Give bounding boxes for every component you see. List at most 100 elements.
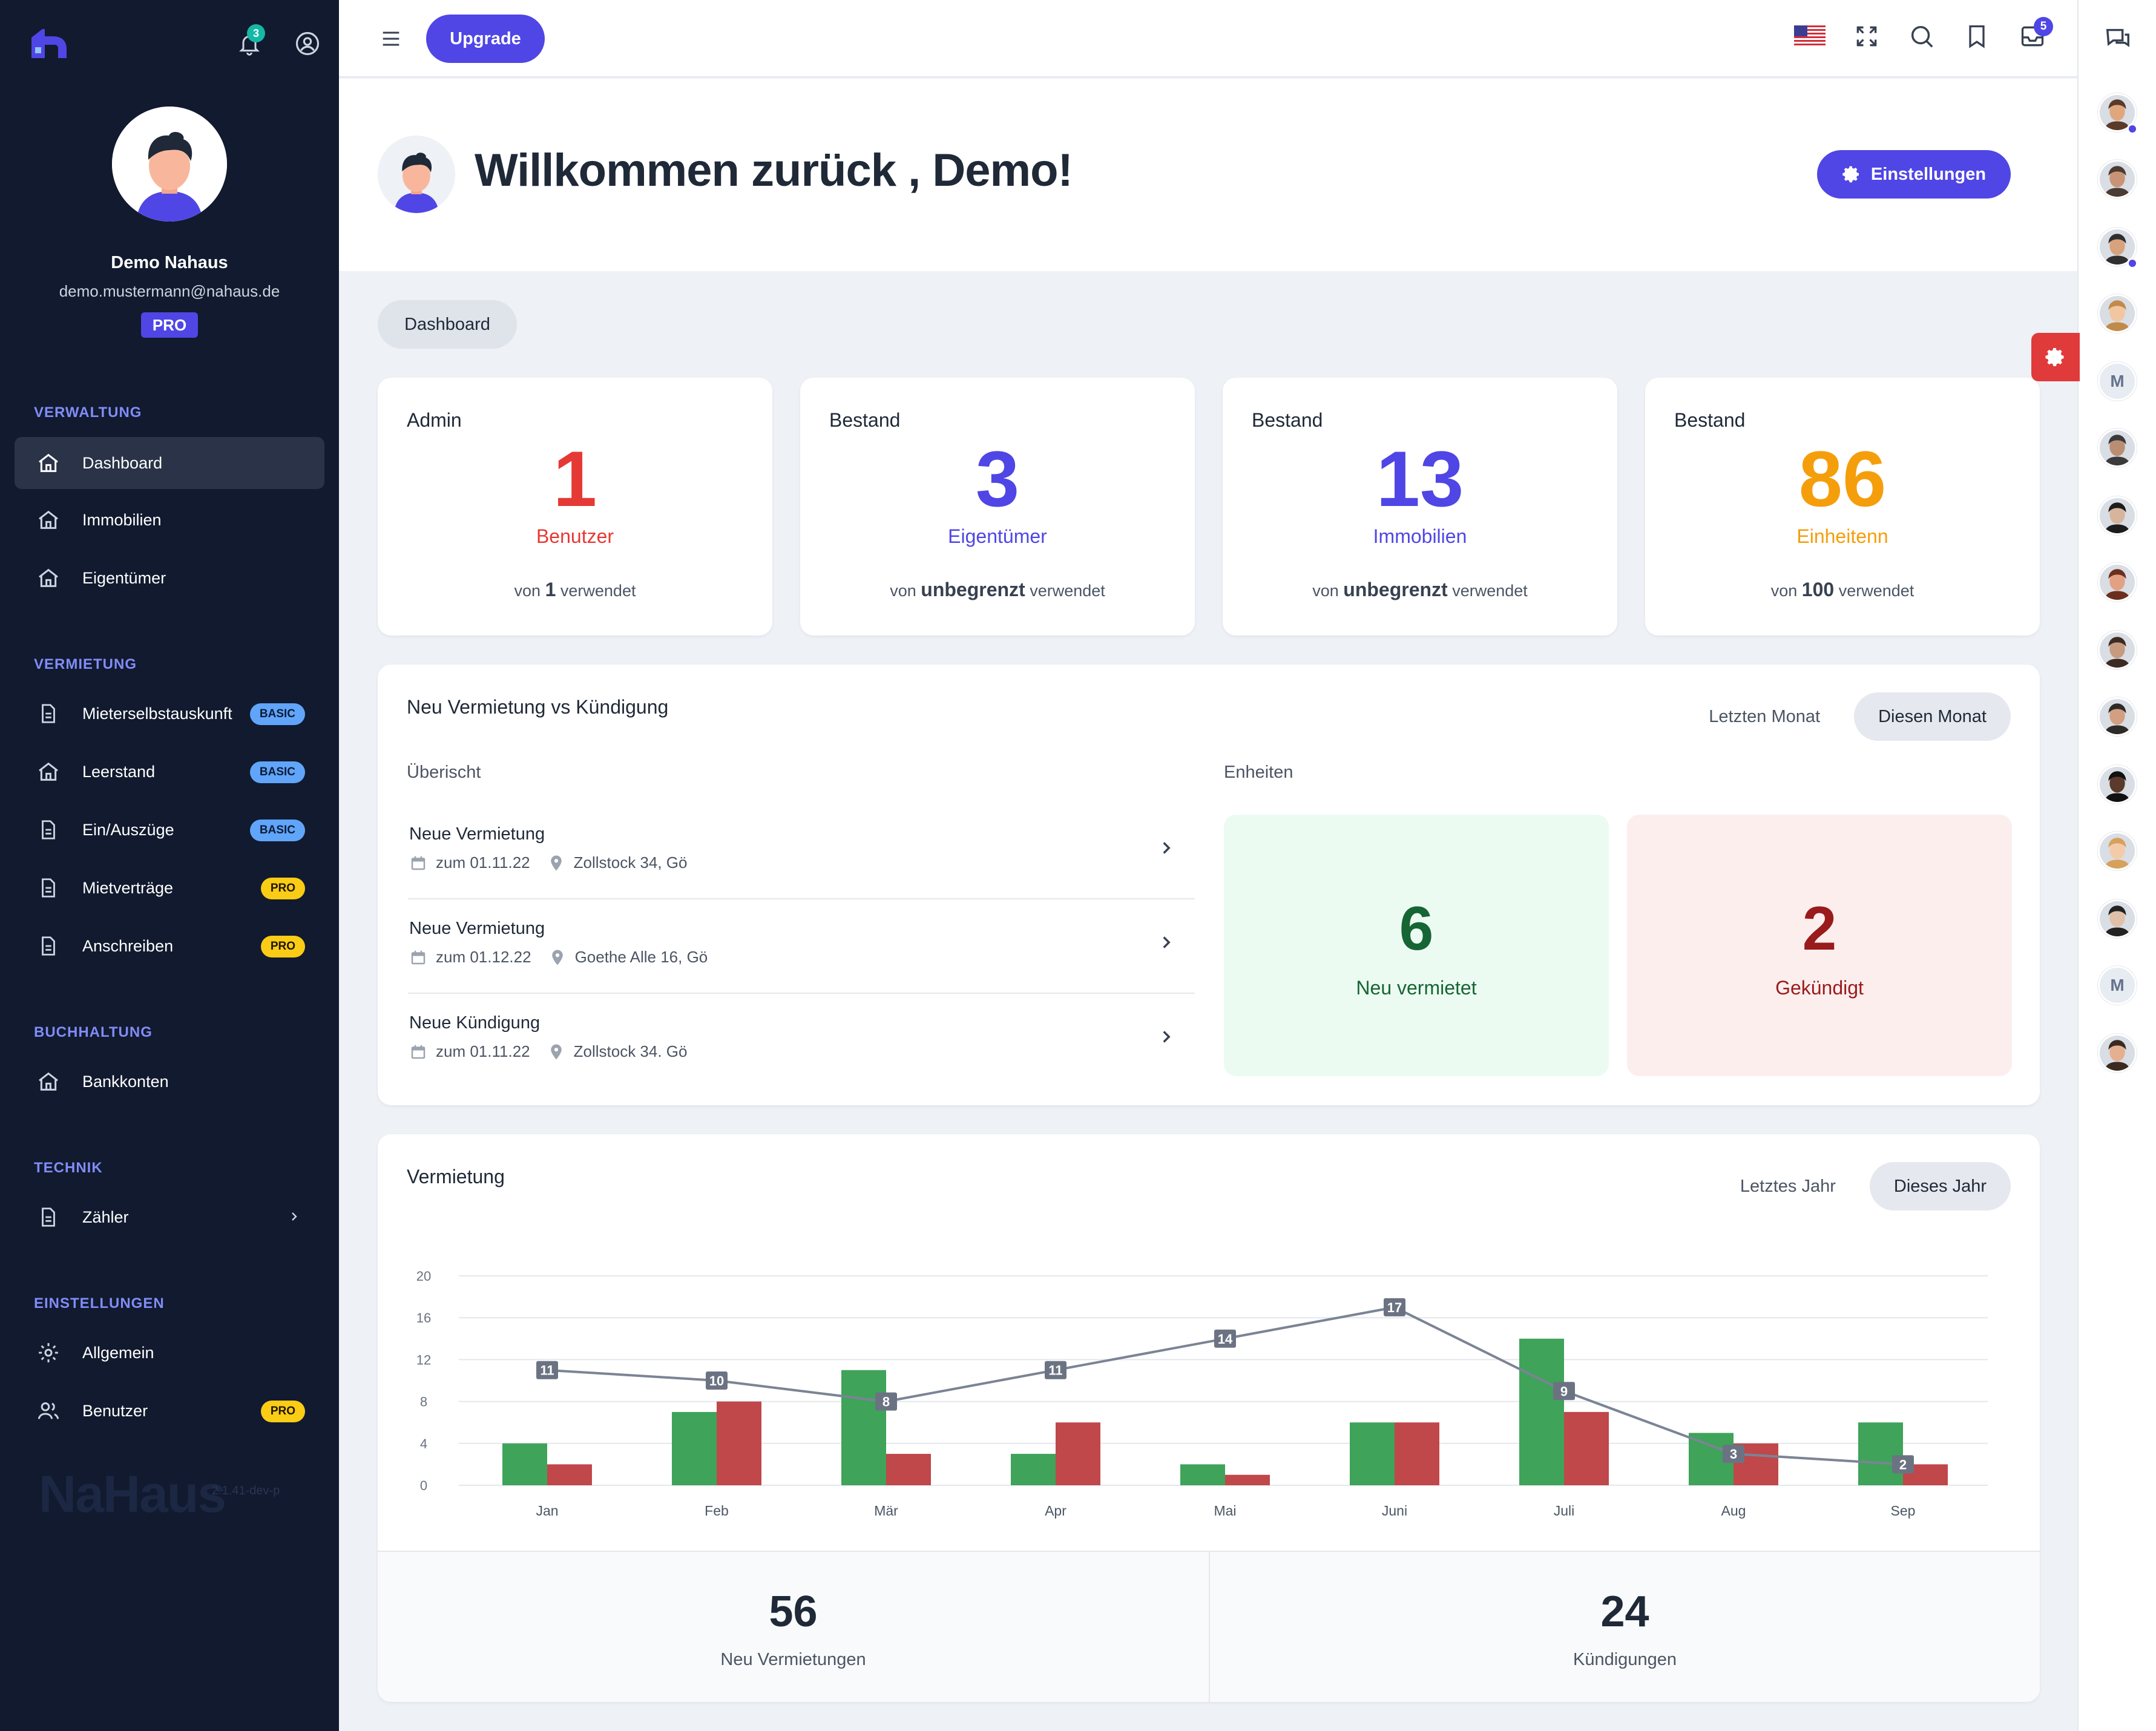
usage-limit: 1 [545,579,556,600]
avatar-illustration [112,107,227,222]
us-flag-icon[interactable] [1794,25,1826,47]
row-address: Goethe Alle 16, Gö [574,948,708,966]
contact-avatar[interactable]: M [2098,362,2137,401]
inbox-button[interactable]: 5 [2018,17,2053,51]
sidebar-item-eigentuemer[interactable]: Eigentümer [15,552,324,604]
upgrade-button[interactable]: Upgrade [426,15,545,63]
bar-new-rentals [1180,1464,1225,1485]
online-indicator [2127,258,2138,269]
contact-avatar[interactable] [2098,899,2137,938]
sidebar-item-leerstand[interactable]: Leerstand BASIC [15,746,324,798]
location-pin-icon [551,950,563,965]
notifications-button[interactable]: 3 [232,24,266,61]
x-tick-label: Mär [874,1503,898,1519]
contact-avatar[interactable] [2098,832,2137,870]
sidebar-item-label: Mieterselbstauskunft [82,704,232,723]
home-icon [39,1072,58,1091]
fullscreen-icon[interactable] [1853,23,1880,50]
last-month-tab[interactable]: Letzten Monat [1709,706,1821,726]
contact-avatar[interactable] [2098,563,2137,602]
sidebar-item-label: Ein/Auszüge [82,820,174,839]
sidebar-item-anschreiben[interactable]: Anschreiben PRO [15,920,324,972]
usage-prefix: von [1312,582,1339,600]
menu-toggle-icon[interactable] [379,27,403,51]
last-year-tab[interactable]: Letztes Jahr [1740,1176,1836,1196]
list-item[interactable]: Neue Vermietung zum 01.11.22 Zollstock 34,… [408,805,1195,899]
sidebar-item-allgemein[interactable]: Allgemein [15,1327,324,1379]
sidebar-item-mietvertraege[interactable]: Mietverträge PRO [15,862,324,914]
theme-settings-button[interactable] [2031,333,2080,381]
this-year-tab[interactable]: Dieses Jahr [1869,1162,2011,1210]
stat-heading: Bestand [1674,409,1746,431]
chevron-right-icon [1163,842,1171,854]
usage-suffix: verwendet [560,582,636,600]
usage-suffix: verwendet [1838,582,1914,600]
this-month-tab[interactable]: Diesen Monat [1854,692,2011,741]
home-icon [39,568,58,587]
contact-photo [2100,901,2135,936]
contact-avatar[interactable] [2098,160,2137,199]
users-icon [38,1402,59,1419]
profile-avatar[interactable] [112,107,227,222]
contact-avatar[interactable] [2098,631,2137,669]
sidebar-item-zaehler[interactable]: Zähler [15,1191,324,1243]
basic-badge: BASIC [249,703,305,725]
terminated-tile: 2 Gekündigt [1627,815,2012,1076]
x-tick-label: Juni [1382,1503,1407,1519]
x-tick-label: Feb [705,1503,729,1519]
contact-avatar[interactable] [2098,93,2137,132]
usage-limit: unbegrenzt [1343,579,1448,600]
account-button[interactable] [291,27,324,61]
section-title-verwaltung: VERWALTUNG [34,404,142,421]
document-icon [42,878,55,898]
bookmark-icon[interactable] [1964,22,1990,50]
contact-avatar[interactable] [2098,765,2137,804]
row-date: zum 01.12.22 [436,948,531,966]
sidebar-item-dashboard[interactable]: Dashboard [15,437,324,489]
chat-icon[interactable] [2104,24,2132,52]
y-tick-label: 12 [416,1352,431,1367]
nahaus-logo[interactable] [29,27,69,61]
contact-avatar[interactable] [2098,496,2137,535]
contact-photo [2100,767,2135,802]
usage-limit: 100 [1801,579,1835,600]
line-point-marker [1214,1329,1236,1348]
contact-avatar[interactable]: M [2098,966,2137,1005]
contact-avatar[interactable] [2098,1034,2137,1072]
stat-usage: von unbegrenzt verwendet [1223,579,1617,601]
list-item[interactable]: Neue Kündigung zum 01.11.22 Zollstock 34. … [408,994,1195,1088]
sidebar-item-immobilien[interactable]: Immobilien [15,494,324,546]
contact-avatar[interactable] [2098,294,2137,333]
sidebar-item-bankkonten[interactable]: Bankkonten [15,1056,324,1108]
breadcrumb[interactable]: Dashboard [378,300,517,349]
sidebar: 3 Demo Nahaus demo.mustermann@nahaus.de … [0,0,339,1731]
card-title: Neu Vermietung vs Kündigung [407,696,669,718]
total-value: 56 [769,1588,818,1636]
sidebar-item-mieterselbstauskunft[interactable]: Mieterselbstauskunft BASIC [15,688,324,740]
list-item[interactable]: Neue Vermietung zum 01.12.22 Goethe Alle 1… [408,899,1195,994]
plan-badge: PRO [141,312,198,338]
contact-avatar[interactable] [2098,697,2137,736]
sidebar-item-einauszuege[interactable]: Ein/Auszüge BASIC [15,804,324,856]
terminated-label: Gekündigt [1775,977,1864,999]
sidebar-item-benutzer[interactable]: Benutzer PRO [15,1385,324,1437]
stat-card: Admin 1 Benutzer von 1 verwendet [378,378,772,636]
pro-badge: PRO [260,1401,305,1422]
row-meta: zum 01.11.22 Zollstock 34, Gö [409,853,687,872]
stat-usage: von 1 verwendet [378,579,772,601]
avatar-illustration [378,136,455,213]
y-tick-label: 8 [420,1394,427,1410]
y-tick-label: 16 [416,1310,431,1325]
home-icon [39,510,58,529]
inbox-icon [2021,26,2044,47]
basic-badge: BASIC [249,820,305,841]
y-tick-label: 0 [420,1478,427,1493]
data-label: 11 [540,1363,554,1378]
row-title: Neue Vermietung [409,919,545,938]
settings-button[interactable]: Einstellungen [1817,150,2011,199]
bar-new-rentals [1519,1338,1564,1485]
contact-avatar[interactable] [2098,429,2137,467]
gear-icon [1842,166,1859,183]
x-tick-label: Sep [1891,1503,1916,1519]
search-icon[interactable] [1908,22,1936,50]
